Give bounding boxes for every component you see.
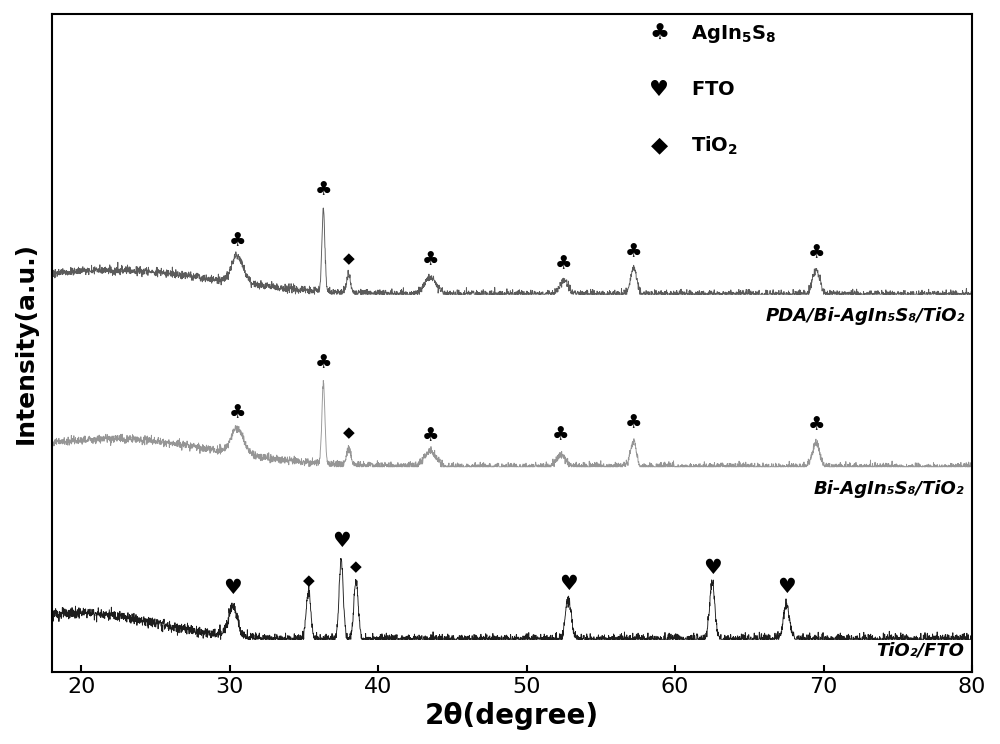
Text: ♥: ♥ <box>703 558 722 578</box>
Y-axis label: Intensity(a.u.): Intensity(a.u.) <box>14 242 38 443</box>
Text: ♣: ♣ <box>315 180 332 199</box>
Text: ♥: ♥ <box>223 578 242 598</box>
Text: $\mathbf{TiO_2}$: $\mathbf{TiO_2}$ <box>691 135 738 156</box>
Text: ◆: ◆ <box>303 573 314 588</box>
Text: $\mathbf{FTO}$: $\mathbf{FTO}$ <box>691 80 736 99</box>
Text: ♥: ♥ <box>649 80 669 100</box>
Text: ♣: ♣ <box>807 415 825 434</box>
Text: ♣: ♣ <box>625 243 642 262</box>
Text: ♣: ♣ <box>555 254 573 273</box>
Text: ♥: ♥ <box>777 577 796 597</box>
Text: PDA/Bi-AgIn₅S₈/TiO₂: PDA/Bi-AgIn₅S₈/TiO₂ <box>765 307 965 325</box>
Text: ♣: ♣ <box>315 353 332 372</box>
Text: TiO₂/FTO: TiO₂/FTO <box>877 641 965 659</box>
Text: Bi-AgIn₅S₈/TiO₂: Bi-AgIn₅S₈/TiO₂ <box>814 480 965 498</box>
Text: ♣: ♣ <box>421 250 439 269</box>
Text: ♣: ♣ <box>229 231 246 251</box>
Text: ◆: ◆ <box>350 559 362 574</box>
Text: ♥: ♥ <box>332 531 351 551</box>
X-axis label: 2θ(degree): 2θ(degree) <box>425 702 599 730</box>
Text: ♣: ♣ <box>552 425 570 444</box>
Text: ♥: ♥ <box>559 574 578 594</box>
Text: ♣: ♣ <box>649 24 669 44</box>
Text: ◆: ◆ <box>343 251 354 266</box>
Text: ♣: ♣ <box>807 243 825 262</box>
Text: ♣: ♣ <box>625 413 642 432</box>
Text: ♣: ♣ <box>229 403 246 422</box>
Text: ◆: ◆ <box>343 426 354 440</box>
Text: ♣: ♣ <box>421 426 439 445</box>
Text: ◆: ◆ <box>651 135 668 155</box>
Text: $\mathbf{AgIn_5S_8}$: $\mathbf{AgIn_5S_8}$ <box>691 22 777 45</box>
